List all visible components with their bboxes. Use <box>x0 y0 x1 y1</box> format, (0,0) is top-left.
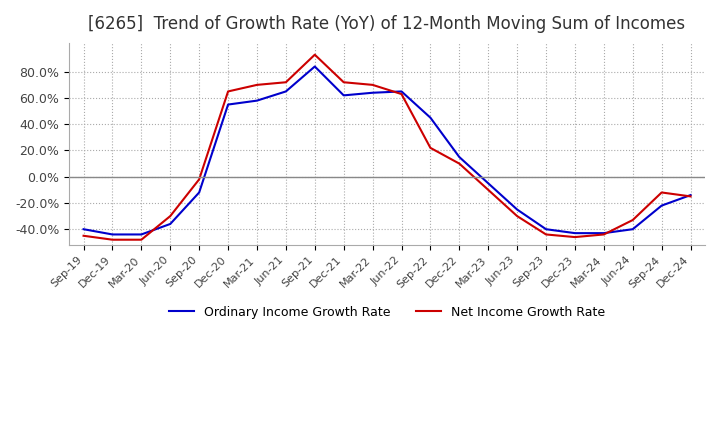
Net Income Growth Rate <box>455 161 464 166</box>
Ordinary Income Growth Rate <box>657 203 666 208</box>
Net Income Growth Rate <box>686 194 695 199</box>
Ordinary Income Growth Rate <box>455 154 464 160</box>
Net Income Growth Rate <box>79 233 88 238</box>
Net Income Growth Rate <box>657 190 666 195</box>
Title: [6265]  Trend of Growth Rate (YoY) of 12-Month Moving Sum of Incomes: [6265] Trend of Growth Rate (YoY) of 12-… <box>89 15 685 33</box>
Ordinary Income Growth Rate <box>397 89 406 94</box>
Net Income Growth Rate <box>513 213 521 219</box>
Net Income Growth Rate <box>484 187 492 192</box>
Ordinary Income Growth Rate <box>137 232 145 237</box>
Net Income Growth Rate <box>629 217 637 223</box>
Net Income Growth Rate <box>195 177 204 182</box>
Net Income Growth Rate <box>310 52 319 57</box>
Ordinary Income Growth Rate <box>686 192 695 198</box>
Net Income Growth Rate <box>600 232 608 237</box>
Ordinary Income Growth Rate <box>426 115 435 120</box>
Ordinary Income Growth Rate <box>224 102 233 107</box>
Ordinary Income Growth Rate <box>339 93 348 98</box>
Net Income Growth Rate <box>541 232 550 237</box>
Net Income Growth Rate <box>571 235 580 240</box>
Ordinary Income Growth Rate <box>195 190 204 195</box>
Ordinary Income Growth Rate <box>571 231 580 236</box>
Legend: Ordinary Income Growth Rate, Net Income Growth Rate: Ordinary Income Growth Rate, Net Income … <box>164 301 610 323</box>
Net Income Growth Rate <box>282 80 290 85</box>
Net Income Growth Rate <box>108 237 117 242</box>
Ordinary Income Growth Rate <box>253 98 261 103</box>
Ordinary Income Growth Rate <box>310 64 319 69</box>
Ordinary Income Growth Rate <box>513 207 521 212</box>
Ordinary Income Growth Rate <box>79 227 88 232</box>
Line: Ordinary Income Growth Rate: Ordinary Income Growth Rate <box>84 66 690 235</box>
Net Income Growth Rate <box>253 82 261 88</box>
Net Income Growth Rate <box>339 80 348 85</box>
Line: Net Income Growth Rate: Net Income Growth Rate <box>84 55 690 240</box>
Net Income Growth Rate <box>426 145 435 150</box>
Net Income Growth Rate <box>397 92 406 97</box>
Net Income Growth Rate <box>368 82 377 88</box>
Ordinary Income Growth Rate <box>484 181 492 186</box>
Ordinary Income Growth Rate <box>108 232 117 237</box>
Ordinary Income Growth Rate <box>629 227 637 232</box>
Net Income Growth Rate <box>137 237 145 242</box>
Ordinary Income Growth Rate <box>600 231 608 236</box>
Net Income Growth Rate <box>224 89 233 94</box>
Ordinary Income Growth Rate <box>368 90 377 95</box>
Ordinary Income Growth Rate <box>166 221 174 227</box>
Ordinary Income Growth Rate <box>541 227 550 232</box>
Net Income Growth Rate <box>166 213 174 219</box>
Ordinary Income Growth Rate <box>282 89 290 94</box>
